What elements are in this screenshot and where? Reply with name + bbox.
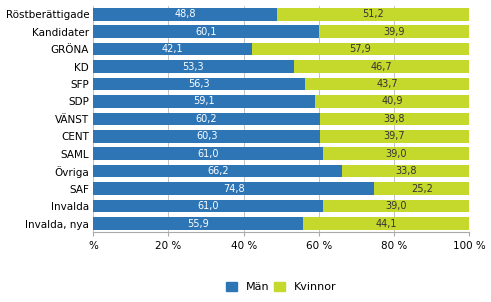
Text: 60,2: 60,2 — [195, 114, 217, 124]
Text: 60,3: 60,3 — [196, 131, 218, 141]
Bar — [93, 165, 342, 178]
Bar — [93, 95, 315, 108]
Text: 39,0: 39,0 — [385, 149, 407, 159]
Bar — [93, 43, 251, 56]
Bar — [93, 147, 323, 160]
Bar — [93, 200, 323, 212]
Bar — [319, 25, 469, 38]
Bar — [294, 60, 469, 73]
Text: 33,8: 33,8 — [395, 166, 416, 176]
Text: 59,1: 59,1 — [193, 96, 215, 107]
Bar — [93, 8, 277, 21]
Bar — [315, 95, 469, 108]
Text: 51,2: 51,2 — [362, 9, 384, 19]
Text: 48,8: 48,8 — [174, 9, 196, 19]
Text: 74,8: 74,8 — [223, 184, 245, 194]
Text: 60,1: 60,1 — [195, 27, 217, 37]
Text: 25,2: 25,2 — [411, 184, 433, 194]
Bar — [277, 8, 469, 21]
Text: 53,3: 53,3 — [183, 62, 204, 72]
Text: 39,7: 39,7 — [383, 131, 405, 141]
Bar — [320, 130, 469, 143]
Bar — [305, 78, 469, 90]
Bar — [93, 182, 374, 195]
Text: 43,7: 43,7 — [376, 79, 398, 89]
Bar — [93, 60, 294, 73]
Text: 39,9: 39,9 — [383, 27, 405, 37]
Bar — [323, 147, 469, 160]
Text: 39,0: 39,0 — [385, 201, 407, 211]
Text: 42,1: 42,1 — [162, 44, 183, 54]
Text: 44,1: 44,1 — [376, 219, 397, 229]
Text: 55,9: 55,9 — [188, 219, 209, 229]
Text: 66,2: 66,2 — [207, 166, 228, 176]
Bar — [374, 182, 469, 195]
Bar — [251, 43, 469, 56]
Text: 61,0: 61,0 — [197, 201, 218, 211]
Bar — [323, 200, 469, 212]
Text: 61,0: 61,0 — [197, 149, 218, 159]
Text: 46,7: 46,7 — [371, 62, 392, 72]
Bar — [93, 113, 320, 125]
Bar — [93, 130, 320, 143]
Bar — [320, 113, 469, 125]
Bar — [342, 165, 469, 178]
Text: 57,9: 57,9 — [350, 44, 371, 54]
Bar — [93, 25, 319, 38]
Bar — [303, 217, 469, 230]
Text: 40,9: 40,9 — [382, 96, 403, 107]
Bar — [93, 217, 303, 230]
Legend: Män, Kvinnor: Män, Kvinnor — [223, 280, 339, 295]
Text: 39,8: 39,8 — [383, 114, 405, 124]
Bar — [93, 78, 305, 90]
Text: 56,3: 56,3 — [189, 79, 210, 89]
